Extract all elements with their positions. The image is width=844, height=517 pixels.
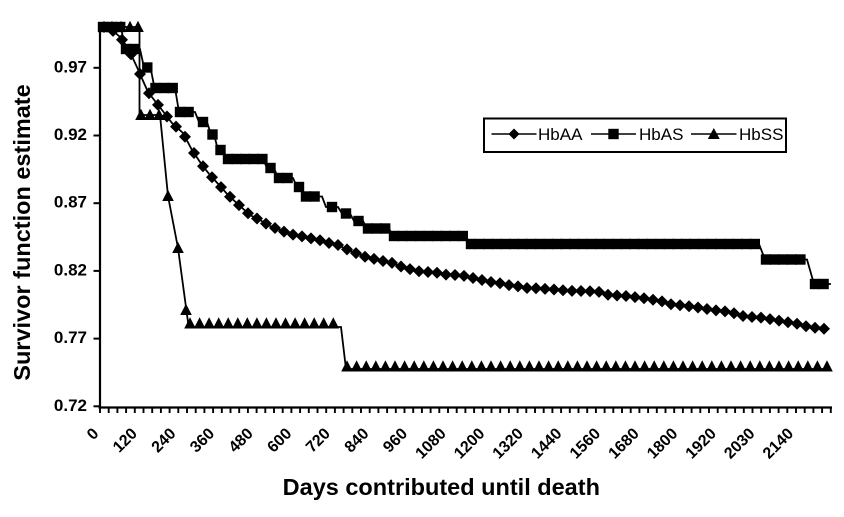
svg-text:0.87: 0.87 <box>54 193 87 212</box>
svg-text:HbAS: HbAS <box>639 125 683 144</box>
svg-text:HbSS: HbSS <box>739 125 783 144</box>
svg-text:0.82: 0.82 <box>54 260 87 279</box>
svg-text:HbAA: HbAA <box>538 125 583 144</box>
svg-text:Days contributed until death: Days contributed until death <box>283 474 600 500</box>
svg-text:0.77: 0.77 <box>54 328 87 347</box>
svg-text:0.97: 0.97 <box>54 57 87 76</box>
svg-text:0.92: 0.92 <box>54 125 87 144</box>
svg-text:0.72: 0.72 <box>54 396 87 415</box>
svg-text:Survivor function estimate: Survivor function estimate <box>9 84 35 380</box>
